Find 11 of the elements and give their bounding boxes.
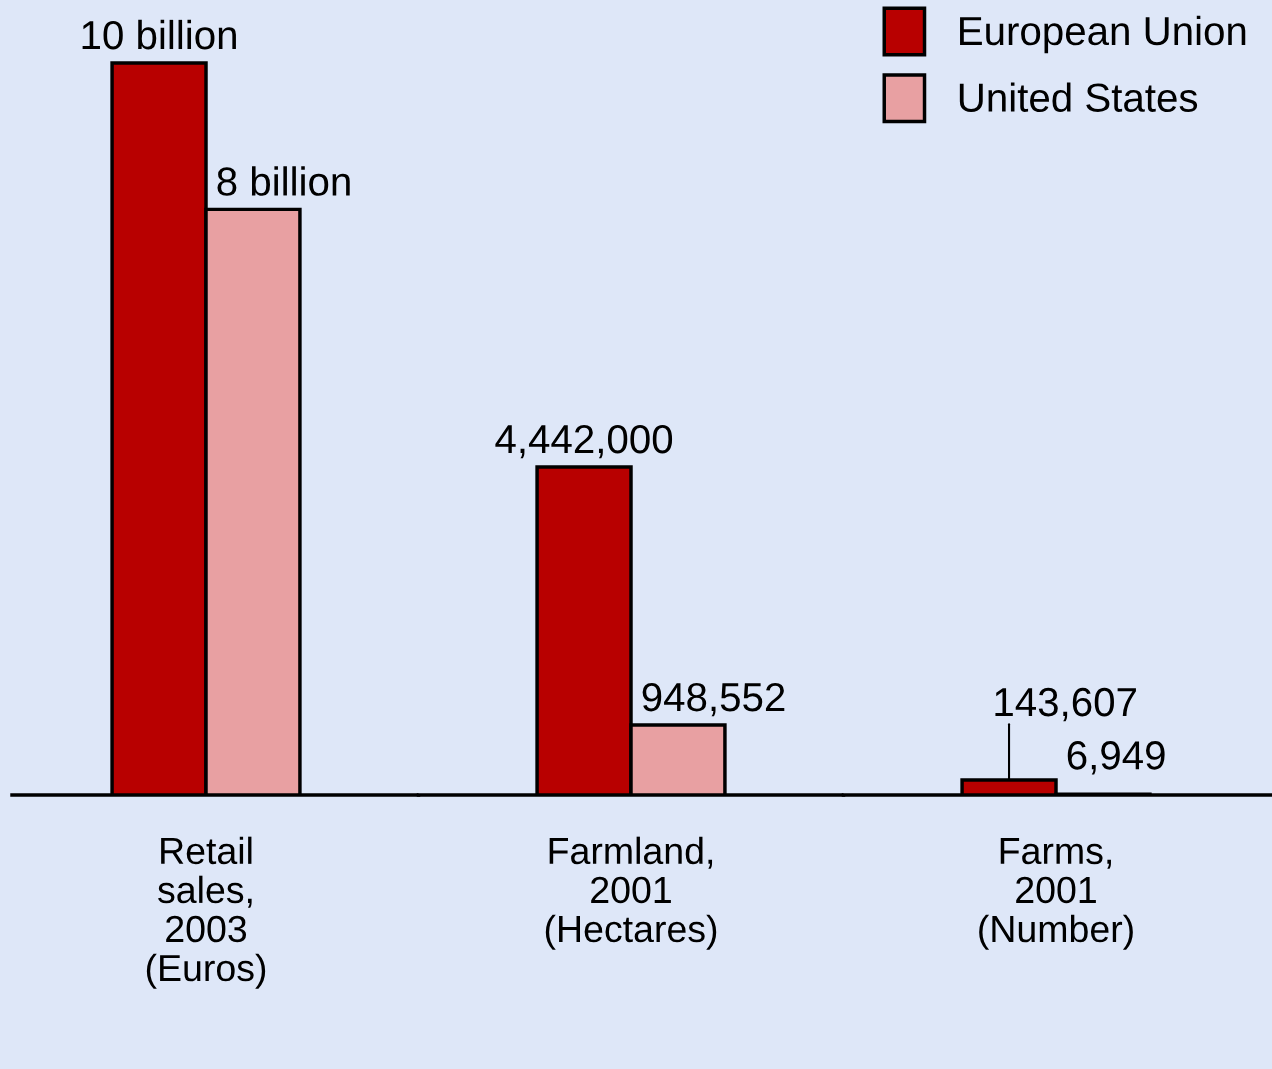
x-tick-label: Retail sales, 2003 (Euros)	[146, 836, 266, 989]
x-tick-label: Farmland, 2001 (Hectares)	[545, 836, 717, 950]
x-tick-label: Farms, 2001 (Number)	[979, 838, 1133, 950]
data-label: 948,552	[642, 682, 785, 717]
legend-label: European Union	[960, 15, 1246, 54]
legend-label: United States	[959, 82, 1198, 112]
data-label: 4,442,000	[495, 424, 673, 459]
data-label: 10 billion	[82, 19, 236, 50]
data-label: 6,949	[1067, 741, 1165, 775]
data-label: 8 billion	[217, 166, 350, 196]
data-label: 143,607	[995, 687, 1136, 722]
